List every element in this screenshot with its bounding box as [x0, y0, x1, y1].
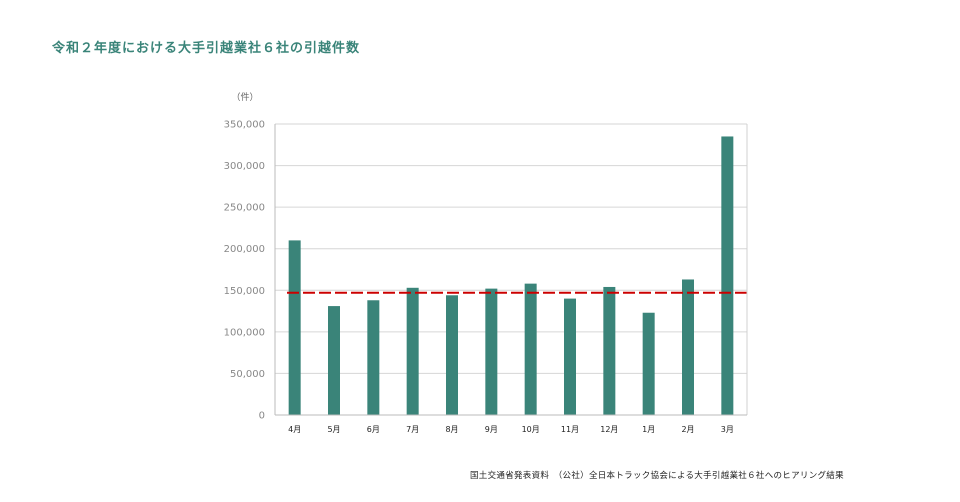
x-tick-label: 6月: [367, 425, 380, 434]
y-axis-unit-label: （件）: [231, 91, 258, 103]
x-tick-label: 9月: [485, 425, 498, 434]
bar: [406, 287, 419, 415]
y-tick-label: 200,000: [224, 244, 265, 255]
bar: [288, 240, 301, 415]
grid-lines: [275, 123, 747, 416]
bars: [287, 136, 747, 415]
y-tick-label: 50,000: [230, 369, 265, 380]
y-tick-label: 150,000: [224, 286, 265, 297]
axes: [274, 124, 748, 416]
y-tick-label: 100,000: [224, 327, 265, 338]
x-tick-label: 3月: [721, 425, 734, 434]
source-note: 国土交通省発表資料 （公社）全日本トラック協会による大手引越業社６社へのヒアリン…: [470, 471, 844, 481]
x-tick-label: 4月: [288, 425, 301, 434]
bar: [564, 298, 576, 415]
y-tick-label: 350,000: [224, 120, 265, 131]
chart-title: 令和２年度における大手引越業社６社の引越件数: [52, 41, 361, 56]
x-tick-label: 12月: [600, 425, 618, 434]
x-tick-label: 11月: [561, 425, 579, 434]
bar: [446, 295, 458, 415]
tick-labels: 0 50,000 100,000 150,000 200,000 250,000 300,0…: [224, 120, 734, 435]
x-tick-label: 8月: [445, 425, 458, 434]
bar: [721, 136, 734, 415]
bar: [485, 288, 498, 415]
x-tick-label: 10月: [522, 425, 540, 434]
bar: [642, 312, 655, 415]
x-tick-label: 5月: [327, 425, 340, 434]
y-tick-label: 250,000: [224, 203, 265, 214]
bar: [367, 300, 380, 415]
x-tick-label: 1月: [642, 425, 655, 434]
x-tick-label: 7月: [406, 425, 419, 434]
y-tick-label: 0: [259, 411, 265, 422]
bar: [524, 283, 537, 415]
bar: [603, 286, 616, 415]
bar: [682, 279, 694, 415]
y-tick-label: 300,000: [224, 161, 265, 172]
x-tick-label: 2月: [681, 425, 694, 434]
bar: [328, 306, 340, 415]
